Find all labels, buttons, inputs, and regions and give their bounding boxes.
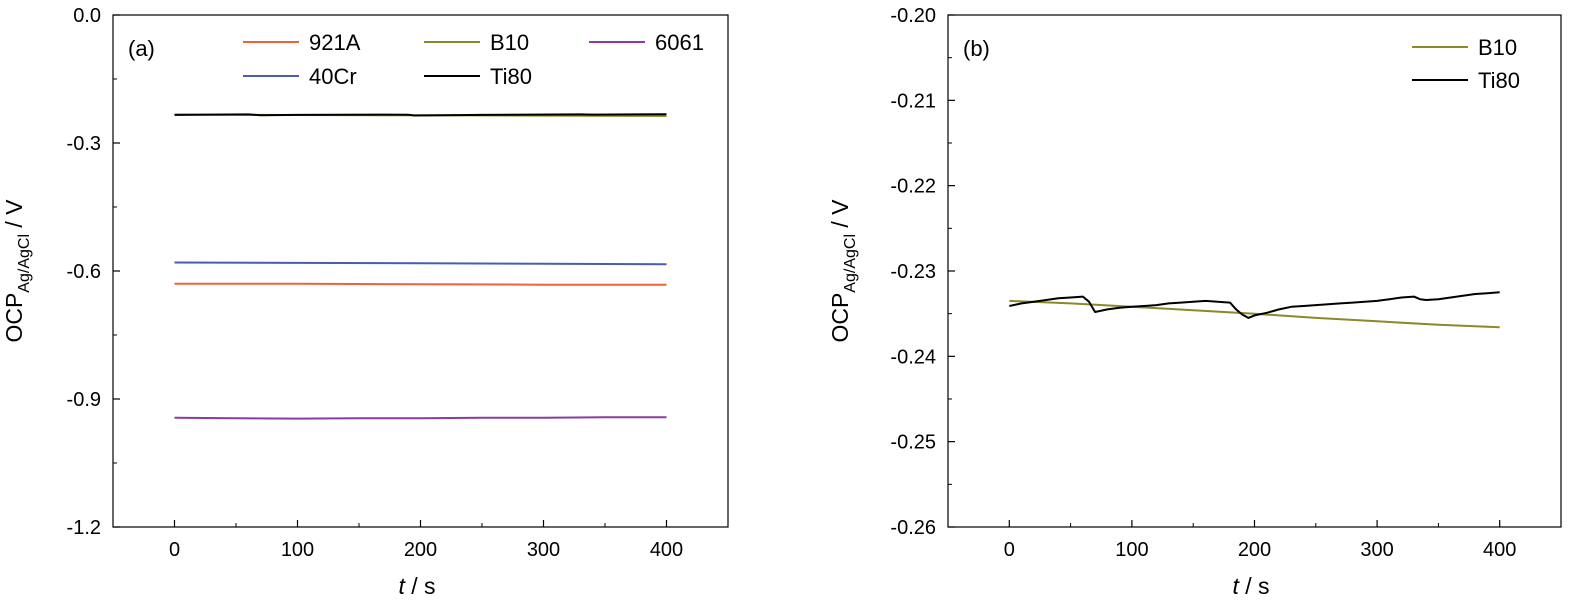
y-tick-label: -0.25 xyxy=(890,432,936,454)
y-tick-label: -0.23 xyxy=(890,261,936,283)
x-tick-label: 300 xyxy=(527,539,560,561)
y-tick-label: -0.26 xyxy=(890,517,936,539)
legend-label-6061: 6061 xyxy=(655,30,704,55)
y-tick-label: -0.6 xyxy=(67,261,101,283)
legend-label-b10: B10 xyxy=(490,30,529,55)
plot-frame xyxy=(947,14,1562,528)
x-tick-label: 100 xyxy=(281,539,314,561)
legend-label-921a: 921A xyxy=(309,30,361,55)
series-lines xyxy=(174,113,667,420)
y-tick-label: -0.21 xyxy=(890,90,936,112)
y-tick-label: -0.3 xyxy=(67,133,101,155)
x-tick-label: 200 xyxy=(1238,539,1271,561)
x-tick-label: 100 xyxy=(1115,539,1148,561)
y-axis-title: OCPAg/AgCl / V xyxy=(1,199,33,343)
y-tick-label: -1.2 xyxy=(67,517,101,539)
series-line-ti80 xyxy=(174,113,667,117)
x-axis-title: t / s xyxy=(1233,573,1270,599)
legend-label-40cr: 40Cr xyxy=(309,64,357,89)
panel-b: 0 100 200 300 400 -0.20 -0.21 -0.22 -0.23 -0.24 -0… xyxy=(827,5,1562,599)
series-lines xyxy=(1009,291,1500,329)
x-tick-label: 400 xyxy=(650,539,683,561)
y-tick-label: -0.9 xyxy=(67,389,101,411)
panel-a: 0 100 200 300 400 0.0 -0.3 -0.6 -0.9 -1.2 (a) 921A B… xyxy=(1,5,729,599)
series-line-921a xyxy=(174,282,667,286)
x-tick-label: 200 xyxy=(404,539,437,561)
y-axis-title: OCPAg/AgCl / V xyxy=(827,199,859,343)
plot-frame xyxy=(112,14,729,528)
series-line-40cr xyxy=(174,261,667,266)
legend-label-ti80: Ti80 xyxy=(490,64,532,89)
series-line-ti80 xyxy=(1009,291,1500,319)
series-line-6061 xyxy=(174,416,667,420)
series-line-b10 xyxy=(1009,299,1500,329)
y-tick-label: -0.24 xyxy=(890,346,936,368)
panel-label: (b) xyxy=(963,36,990,61)
x-axis-title: t / s xyxy=(399,573,436,599)
y-tick-label: -0.22 xyxy=(890,176,936,198)
x-tick-label: 300 xyxy=(1360,539,1393,561)
y-tick-label: 0.0 xyxy=(73,5,101,27)
x-tick-label: 0 xyxy=(1004,539,1015,561)
panel-label: (a) xyxy=(128,36,155,61)
x-tick-label: 0 xyxy=(169,539,180,561)
x-tick-label: 400 xyxy=(1483,539,1516,561)
y-tick-label: -0.20 xyxy=(890,5,936,27)
legend-label-b10: B10 xyxy=(1478,35,1517,60)
legend-label-ti80: Ti80 xyxy=(1478,68,1520,93)
